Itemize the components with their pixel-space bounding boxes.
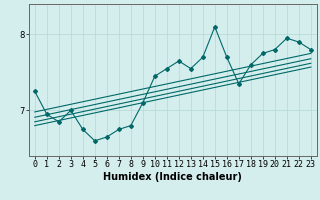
X-axis label: Humidex (Indice chaleur): Humidex (Indice chaleur) (103, 172, 242, 182)
